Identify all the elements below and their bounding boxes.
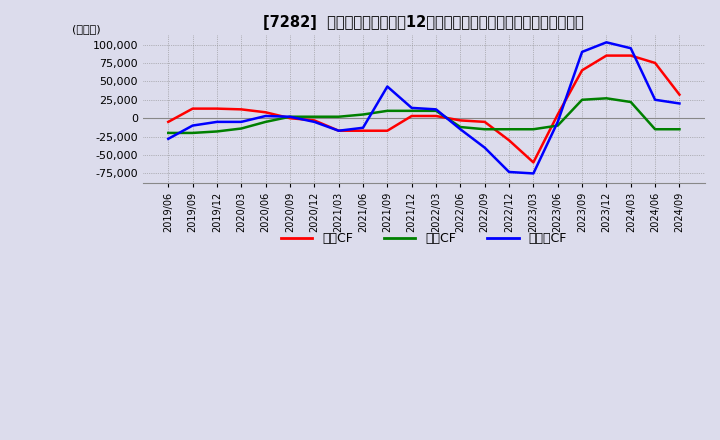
Y-axis label: (百万円): (百万円) — [72, 24, 101, 34]
Legend: 営業CF, 投資CF, フリーCF: 営業CF, 投資CF, フリーCF — [276, 227, 572, 250]
Title: [7282]  キャッシュフローの12か月移動合計の対前年同期増減額の推移: [7282] キャッシュフローの12か月移動合計の対前年同期増減額の推移 — [264, 15, 584, 30]
